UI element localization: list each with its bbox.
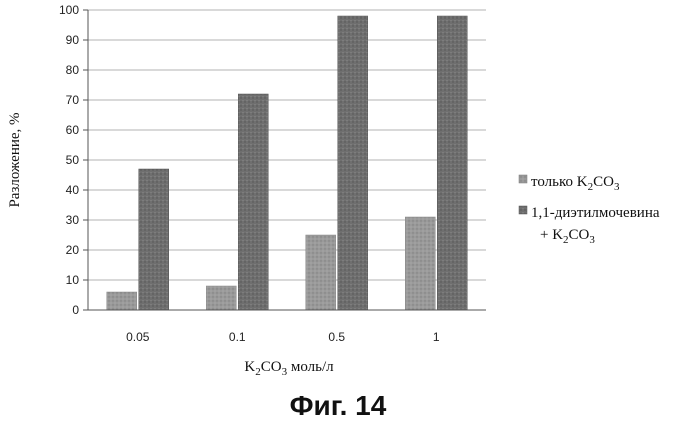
bar-series2-0.5 xyxy=(337,15,368,311)
bar-series1-0.5 xyxy=(305,234,336,311)
legend-label-series2-line2: + K2CO3 xyxy=(540,227,595,246)
legend: только K2CO3 1,1-диэтилмочевина + K2CO3 xyxy=(518,174,660,246)
y-tick-label: 70 xyxy=(66,93,80,107)
y-tick-label: 40 xyxy=(66,183,80,197)
y-tick-label: 100 xyxy=(59,3,79,17)
y-axis-ticks: 0 10 20 30 40 50 60 70 80 90 100 xyxy=(59,3,88,317)
y-tick-label: 0 xyxy=(72,303,79,317)
legend-swatch-series1 xyxy=(518,174,528,184)
y-tick-label: 30 xyxy=(66,213,80,227)
legend-swatch-series2 xyxy=(518,205,528,215)
bar-series2-0.05 xyxy=(138,168,169,311)
x-axis-title: K2CO3 моль/л xyxy=(244,359,334,378)
y-tick-label: 90 xyxy=(66,33,80,47)
x-axis-ticks: 0.05 0.1 0.5 1 xyxy=(126,330,440,344)
x-tick-label: 0.5 xyxy=(328,330,345,344)
legend-label-series2: 1,1-диэтилмочевина xyxy=(531,205,660,221)
y-tick-label: 80 xyxy=(66,63,80,77)
y-tick-label: 50 xyxy=(66,153,80,167)
bar-series2-0.1 xyxy=(238,93,269,311)
bars xyxy=(106,15,468,311)
bar-series1-0.05 xyxy=(106,291,137,311)
x-tick-label: 0.1 xyxy=(229,330,246,344)
legend-label-series1: только K2CO3 xyxy=(531,174,620,193)
y-tick-label: 60 xyxy=(66,123,80,137)
x-tick-label: 0.05 xyxy=(126,330,150,344)
figure-caption: Фиг. 14 xyxy=(290,390,387,421)
y-tick-label: 10 xyxy=(66,273,80,287)
bar-series1-0.1 xyxy=(206,285,237,311)
bar-series2-1 xyxy=(437,15,468,311)
x-tick-label: 1 xyxy=(433,330,440,344)
y-tick-label: 20 xyxy=(66,243,80,257)
y-axis-title: Разложение, % xyxy=(7,112,23,207)
bar-series1-1 xyxy=(405,216,436,311)
